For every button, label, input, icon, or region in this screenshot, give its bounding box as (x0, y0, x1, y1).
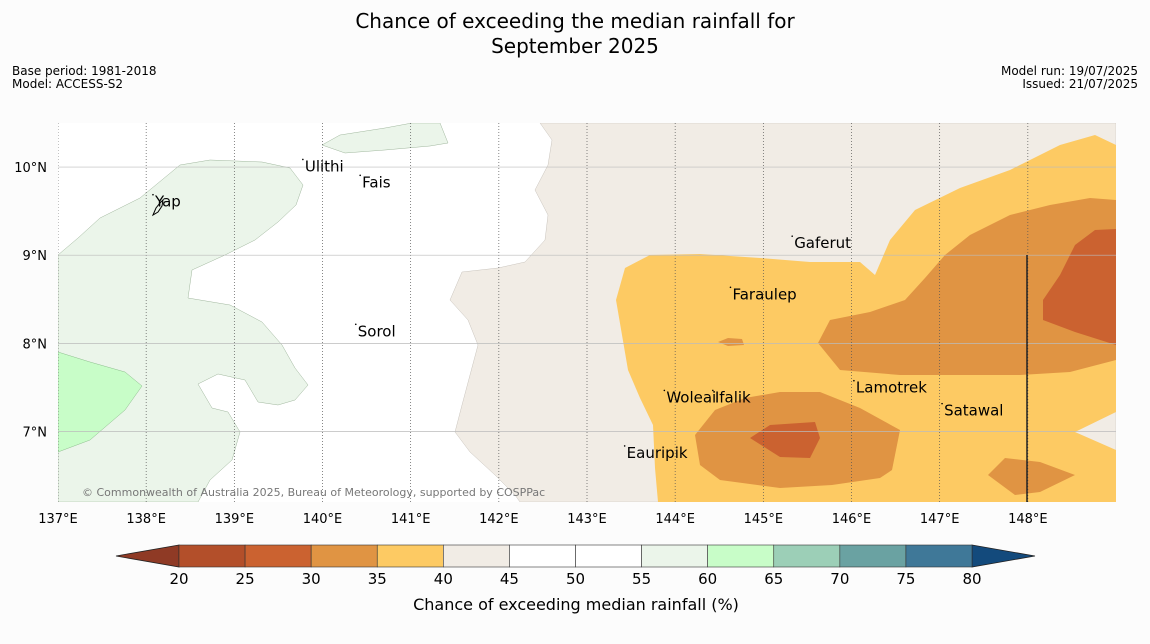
colorbar-tick-label: 50 (566, 570, 585, 588)
colorbar-swatch (376, 544, 444, 568)
place-label: Satawal (944, 402, 1003, 420)
map-title-line2: September 2025 (491, 34, 659, 58)
region-25-30-east (1043, 229, 1116, 345)
colorbar-swatch (707, 544, 775, 568)
colorbar-tick-label: 55 (632, 570, 651, 588)
place-label: Lamotrek (856, 379, 927, 397)
map-plot-area: Ulithi Yap Fais Gaferut Faraulep Sorol Lamotre… (58, 123, 1116, 502)
model-text: Model: ACCESS-S2 (12, 77, 124, 91)
model-run-text: Model run: 19/07/2025 (1000, 64, 1138, 78)
lat-tick-label: 10°N (14, 161, 47, 176)
map-title-line1: Chance of exceeding the median rainfall … (355, 9, 795, 33)
map-title: Chance of exceeding the median rainfall … (0, 9, 1150, 59)
place-marker (729, 286, 732, 289)
colorbar-title: Chance of exceeding median rainfall (%) (413, 595, 739, 614)
colorbar-swatch (509, 544, 576, 568)
colorbar-tick-label: 40 (434, 570, 453, 588)
lon-tick-label: 144°E (655, 512, 695, 527)
colorbar-tick-label: 75 (896, 570, 915, 588)
colorbar-swatch (641, 544, 708, 568)
colorbar-tick-label: 25 (236, 570, 255, 588)
place-label: Ulithi (305, 157, 344, 175)
place-label: Ifalik (715, 388, 751, 406)
region-30-35-main (818, 198, 1116, 375)
region-30-35-dot (718, 338, 744, 346)
region-55-60-west (58, 159, 309, 502)
lat-tick-label: 9°N (23, 249, 48, 264)
lon-tick-label: 148°E (1008, 512, 1048, 527)
place-marker (853, 379, 855, 382)
colorbar-swatch (244, 544, 312, 568)
lat-tick-label: 7°N (23, 425, 48, 440)
colorbar-tick-label: 20 (169, 570, 188, 588)
colorbar-tick-label: 30 (302, 570, 321, 588)
place-label: Sorol (358, 322, 396, 340)
base-period-text: Base period: 1981-2018 (12, 64, 157, 78)
place-marker (152, 193, 154, 196)
place-marker (663, 389, 666, 392)
region-25-30-south (750, 422, 820, 458)
region-30-35-small-south (988, 458, 1075, 495)
lon-tick-label: 142°E (479, 512, 519, 527)
colorbar-tick-label: 70 (830, 570, 849, 588)
place-marker (302, 158, 304, 161)
region-60-65 (58, 351, 143, 453)
place-label: Fais (362, 173, 391, 191)
yap-island-icon (151, 198, 164, 217)
colorbar-swatch (443, 544, 510, 568)
place-marker (623, 445, 626, 447)
place-label: Eauripik (627, 444, 688, 462)
lon-tick-label: 141°E (391, 512, 431, 527)
lon-tick-label: 143°E (567, 512, 607, 527)
colorbar-high-extension (971, 544, 1036, 568)
place-marker (359, 174, 361, 177)
colorbar-swatch (575, 544, 642, 568)
colorbar-swatch (178, 544, 246, 568)
colorbar: 20 25 30 35 40 45 50 55 60 65 70 75 80 (115, 544, 1036, 588)
lon-tick-label: 140°E (303, 512, 343, 527)
lon-tick-label: 147°E (920, 512, 960, 527)
place-marker (354, 323, 357, 326)
region-55-60-north (321, 123, 449, 154)
lon-tick-label: 146°E (832, 512, 872, 527)
lon-tick-label: 137°E (38, 512, 78, 527)
colorbar-tick-label: 65 (764, 570, 783, 588)
colorbar-tick-label: 45 (500, 570, 519, 588)
place-marker (941, 402, 943, 405)
colorbar-low-extension (115, 544, 180, 568)
lat-tick-label: 8°N (23, 337, 48, 352)
colorbar-swatch (310, 544, 378, 568)
place-label: Yap (154, 193, 181, 211)
lon-tick-label: 145°E (744, 512, 784, 527)
lon-tick-label: 138°E (126, 512, 166, 527)
meta-right: Model run: 19/07/2025 Issued: 21/07/2025 (1001, 65, 1138, 91)
place-label: Faraulep (732, 285, 796, 303)
colorbar-tick-label: 60 (698, 570, 717, 588)
issued-text: Issued: 21/07/2025 (1022, 77, 1138, 91)
map-gridlines (58, 123, 1116, 502)
meta-left: Base period: 1981-2018 Model: ACCESS-S2 (12, 65, 157, 91)
place-labels: Ulithi Yap Fais Gaferut Faraulep Sorol Lamotre… (152, 157, 1003, 462)
lon-tick-label: 139°E (215, 512, 255, 527)
lon-tick-labels: 137°E 138°E 139°E 140°E 141°E 142°E 143°E 144°E… (38, 512, 1047, 527)
place-label: Woleai (666, 388, 716, 406)
colorbar-swatch (773, 544, 841, 568)
lat-tick-labels: 10°N 9°N 8°N 7°N (14, 161, 47, 440)
colorbar-tick-label: 80 (962, 570, 981, 588)
place-label: Gaferut (794, 234, 851, 252)
colorbar-swatch (905, 544, 973, 568)
copyright-text: © Commonwealth of Australia 2025, Bureau… (82, 486, 545, 499)
colorbar-swatch (839, 544, 907, 568)
colorbar-tick-label: 35 (368, 570, 387, 588)
place-marker (712, 389, 714, 392)
place-marker (791, 235, 793, 237)
